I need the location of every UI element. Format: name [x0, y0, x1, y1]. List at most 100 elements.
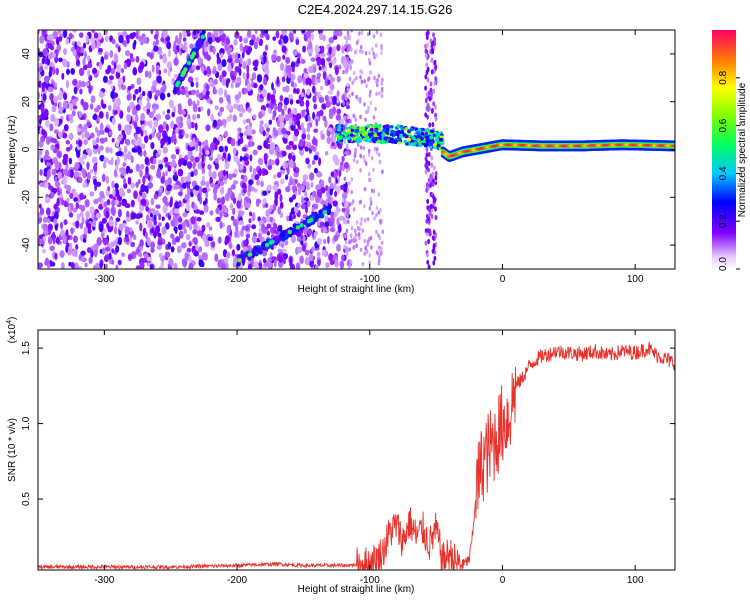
spectrogram-cell: [98, 91, 104, 99]
spectrogram-cell: [324, 215, 329, 224]
spectrogram-cell: [175, 35, 179, 43]
spectrogram-cell: [188, 224, 193, 231]
spectrogram-cell: [118, 147, 122, 153]
spectrogram-cell: [170, 135, 174, 143]
spectrogram-cell: [350, 47, 353, 52]
spectrogram-cell: [84, 131, 90, 139]
spectrogram-cell: [343, 195, 347, 200]
spectrogram-cell: [324, 221, 330, 228]
spectrogram-cell: [144, 70, 149, 78]
spectrogram-cell: [185, 234, 191, 241]
spectrogram-cell: [116, 64, 122, 73]
spectrogram-cell: [242, 61, 247, 70]
spectrogram-cell: [157, 240, 163, 246]
spectrogram-cell: [404, 134, 409, 139]
spectrogram-cell: [86, 171, 91, 181]
spectrogram-cell: [210, 182, 215, 188]
spectrogram-cell: [185, 203, 191, 212]
spectrogram-cell: [157, 134, 161, 141]
spectrogram-cell: [79, 211, 84, 217]
spectrogram-cell: [98, 223, 104, 233]
spectrogram-cell: [97, 146, 101, 155]
spectrogram-cell: [333, 234, 339, 242]
spectrogram-cell: [251, 212, 256, 222]
spectrogram-cell: [411, 136, 416, 140]
spectrogram-cell: [368, 177, 372, 183]
spectrogram-cell: [359, 247, 363, 253]
spectrogram-cell: [69, 169, 74, 178]
spectrogram-cell: [270, 239, 275, 244]
spectrogram-cell: [337, 224, 342, 234]
spectrogram-cell: [142, 175, 146, 185]
spectrogram-cell: [39, 207, 45, 215]
spectrogram-cell: [126, 114, 132, 123]
spectrogram-cell: [234, 31, 240, 39]
spectrogram-cell: [348, 76, 352, 82]
spectrogram-cell: [328, 176, 332, 184]
spectrogram-cell: [236, 76, 242, 84]
spectrogram-cell: [312, 190, 317, 198]
spectrogram-cell: [203, 50, 209, 58]
spectrogram-cell: [241, 87, 246, 95]
spectrogram-cell: [360, 217, 364, 222]
spectrogram-cell: [112, 92, 119, 98]
spectrogram-cell: [313, 231, 317, 238]
spectrogram-cell: [369, 70, 372, 75]
spectrogram-cell: [93, 248, 98, 258]
spectrogram-cell: [54, 176, 58, 183]
spectrogram-cell: [78, 32, 84, 38]
spectrogram-cell: [273, 229, 279, 235]
spectrogram-cell: [49, 93, 54, 101]
spectrogram-cell: [78, 139, 82, 147]
spectrogram-cell: [123, 177, 126, 185]
spectrogram-cell: [300, 59, 306, 64]
spectrogram-cell: [46, 136, 51, 145]
spectrogram-cell: [439, 137, 444, 142]
spectrogram-cell: [357, 225, 360, 231]
spectrogram-cell: [95, 126, 98, 133]
spectrogram-cell: [224, 192, 230, 202]
spectrogram-cell: [289, 256, 293, 265]
spectrogram-cell: [262, 88, 267, 98]
spectrogram-cell: [313, 154, 319, 161]
spectrogram-cell: [210, 240, 216, 248]
spectrogram-cell: [99, 154, 105, 162]
spectrogram-cell: [40, 105, 45, 114]
spectrogram-cell: [369, 127, 374, 132]
spectrogram-cell: [377, 233, 380, 238]
spectrogram-cell: [230, 184, 236, 190]
spectrogram-cell: [181, 70, 187, 75]
spectrogram-cell: [357, 232, 361, 237]
spectrogram-cell: [416, 138, 421, 142]
spectrogram-cell: [135, 220, 140, 225]
spectrogram-cell: [129, 32, 135, 40]
spectrogram-cell: [371, 210, 374, 216]
spectrogram-cell: [346, 32, 350, 37]
spectrogram-cell: [173, 262, 178, 269]
spectrogram-cell: [277, 104, 283, 113]
spectrogram-cell: [62, 157, 68, 166]
spectrogram-cell: [57, 171, 63, 180]
spectrogram-cell: [207, 37, 213, 44]
spectrogram-cell: [431, 47, 434, 54]
spectrogram-cell: [354, 147, 357, 153]
spectrogram-cell: [103, 157, 109, 163]
spectrogram-cell: [39, 65, 44, 72]
spectrogram-cell: [194, 156, 200, 163]
spectrogram-cell: [155, 89, 161, 97]
spectrogram-cell: [334, 66, 339, 76]
spectrogram-cell: [339, 164, 343, 172]
spectrogram-cell: [431, 107, 434, 113]
spectrogram-cell: [278, 39, 282, 45]
spectrogram-cell: [44, 108, 49, 118]
spectrogram-cell: [245, 118, 251, 124]
spectrogram-cell: [266, 223, 272, 229]
spectrogram-cell: [310, 181, 314, 188]
spectrogram-cell: [259, 236, 266, 243]
spectrogram-cell: [236, 82, 240, 88]
spectrogram-cell: [140, 163, 145, 170]
spectrogram-cell: [322, 210, 327, 215]
spectrogram-cell: [197, 141, 202, 147]
spectrogram-cell: [239, 57, 243, 65]
spectrogram-cell: [159, 185, 163, 194]
